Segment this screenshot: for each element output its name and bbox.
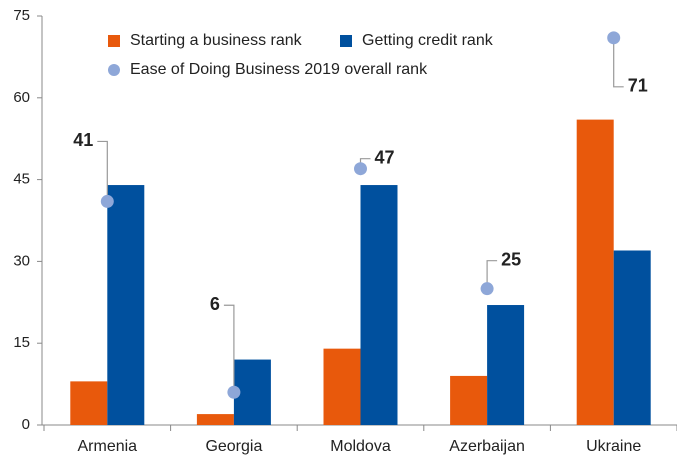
bar (196, 414, 234, 425)
legend-label: Ease of Doing Business 2019 overall rank (130, 61, 428, 78)
data-label: 25 (501, 249, 521, 269)
bar (487, 305, 525, 425)
point (227, 385, 241, 399)
y-tick-label: 60 (13, 89, 30, 106)
bar (450, 375, 488, 425)
point (607, 31, 621, 45)
x-tick-label: Georgia (205, 438, 262, 455)
x-tick-label: Armenia (78, 438, 138, 455)
y-tick-label: 30 (13, 252, 30, 269)
y-tick-label: 15 (13, 334, 30, 351)
point (100, 194, 114, 208)
leader-line (613, 37, 624, 88)
legend-label: Getting credit rank (362, 32, 494, 49)
leader-line (486, 260, 498, 289)
point (354, 162, 367, 176)
legend-marker (340, 35, 352, 47)
x-tick-label: Moldova (330, 438, 391, 455)
bar (70, 381, 108, 425)
bar (360, 185, 398, 425)
y-tick-label: 75 (13, 7, 30, 24)
bar (613, 250, 651, 425)
point (480, 282, 494, 296)
bar (576, 119, 614, 425)
bar (107, 185, 145, 425)
data-label: 41 (73, 130, 93, 150)
x-tick-label: Ukraine (586, 438, 641, 455)
y-tick-label: 45 (13, 171, 30, 188)
legend-label: Starting a business rank (130, 32, 303, 49)
legend-marker (108, 64, 120, 76)
x-tick-label: Azerbaijan (449, 438, 525, 455)
data-label: 6 (210, 294, 220, 314)
legend-marker (108, 35, 120, 47)
bar (323, 348, 361, 425)
y-tick-label: 0 (22, 416, 30, 433)
data-label: 71 (628, 76, 648, 96)
leader-line (97, 140, 108, 202)
leader-line (223, 304, 235, 393)
data-label: 47 (375, 147, 395, 167)
